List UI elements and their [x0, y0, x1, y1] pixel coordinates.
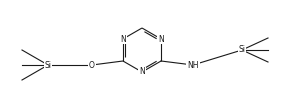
Text: O: O [89, 61, 95, 69]
Text: N: N [139, 67, 145, 77]
Text: Si: Si [45, 61, 51, 69]
Text: Si: Si [239, 46, 245, 54]
Text: N: N [120, 35, 126, 43]
Text: N: N [158, 35, 164, 43]
Text: NH: NH [187, 61, 199, 69]
